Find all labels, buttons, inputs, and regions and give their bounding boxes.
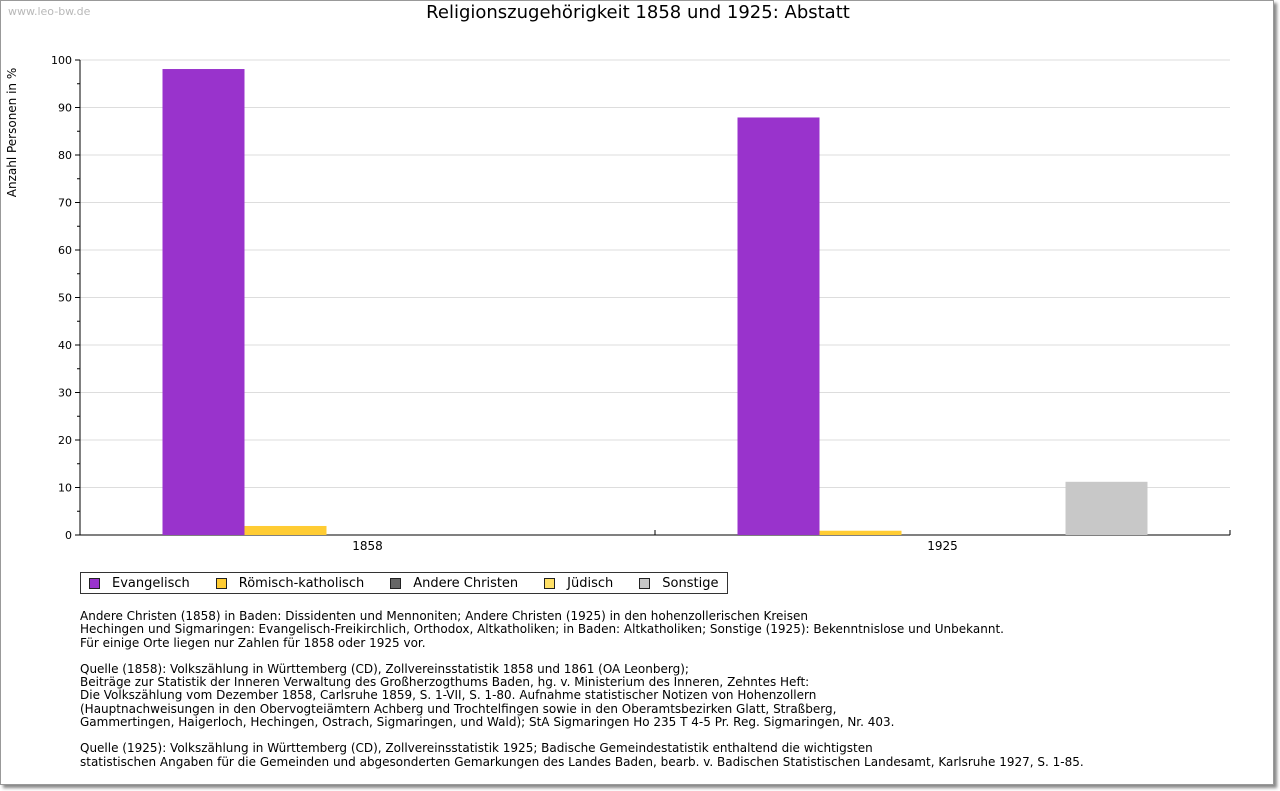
bar-r-misch-katholisch-1925 — [819, 530, 902, 535]
bar-evangelisch-1858 — [162, 69, 245, 536]
chart-title: Religionszugehörigkeit 1858 und 1925: Ab… — [426, 2, 850, 23]
bar-sonstige-1925 — [1065, 481, 1148, 535]
legend-item: Jüdisch — [544, 576, 613, 591]
legend-swatch — [390, 577, 402, 589]
legend-swatch — [544, 577, 556, 589]
y-tick-label: 10 — [58, 482, 72, 495]
legend-label: Sonstige — [662, 575, 719, 591]
y-tick-label: 70 — [58, 197, 72, 210]
legend-label: Evangelisch — [112, 575, 190, 591]
y-tick-label: 20 — [58, 434, 72, 447]
watermark: www.leo-bw.de — [8, 5, 91, 18]
legend-item: Andere Christen — [390, 576, 518, 591]
y-tick-label: 50 — [58, 292, 72, 305]
y-tick-label: 40 — [58, 339, 72, 352]
x-tick-label: 1858 — [352, 539, 383, 553]
bar-evangelisch-1925 — [737, 117, 820, 535]
legend-item: Evangelisch — [89, 576, 190, 591]
legend-swatch — [215, 577, 227, 589]
chart-legend: Evangelisch Römisch-katholisch Andere Chri… — [80, 572, 729, 594]
y-tick-label: 100 — [51, 54, 72, 67]
x-tick-label: 1925 — [927, 539, 958, 553]
chart-notes: Andere Christen (1858) in Baden: Disside… — [80, 609, 1084, 782]
y-tick-label: 0 — [65, 529, 72, 542]
legend-label: Römisch-katholisch — [238, 575, 365, 591]
y-tick-label: 90 — [58, 102, 72, 115]
bar-r-misch-katholisch-1858 — [244, 525, 327, 535]
bar-chart: 0 10 20 30 40 50 60 70 80 90 100 Anzahl Personen in… — [5, 54, 1231, 553]
y-tick-label: 80 — [58, 149, 72, 162]
y-tick-label: 30 — [58, 387, 72, 400]
note-source-1858: Quelle (1858): Volkszählung in Württembe… — [80, 661, 895, 730]
legend-label: Jüdisch — [567, 575, 614, 591]
legend-label: Andere Christen — [413, 575, 519, 591]
y-tick-label: 60 — [58, 244, 72, 257]
legend-item: Römisch-katholisch — [215, 575, 365, 591]
y-axis-label: Anzahl Personen in % — [5, 68, 19, 198]
legend-swatch — [639, 577, 651, 589]
legend-swatch — [89, 577, 100, 589]
note-other-christians: Andere Christen (1858) in Baden: Disside… — [80, 609, 1004, 650]
note-source-1925: Quelle (1925): Volkszählung in Württembe… — [80, 741, 1084, 769]
legend-item: Sonstige — [639, 576, 718, 591]
